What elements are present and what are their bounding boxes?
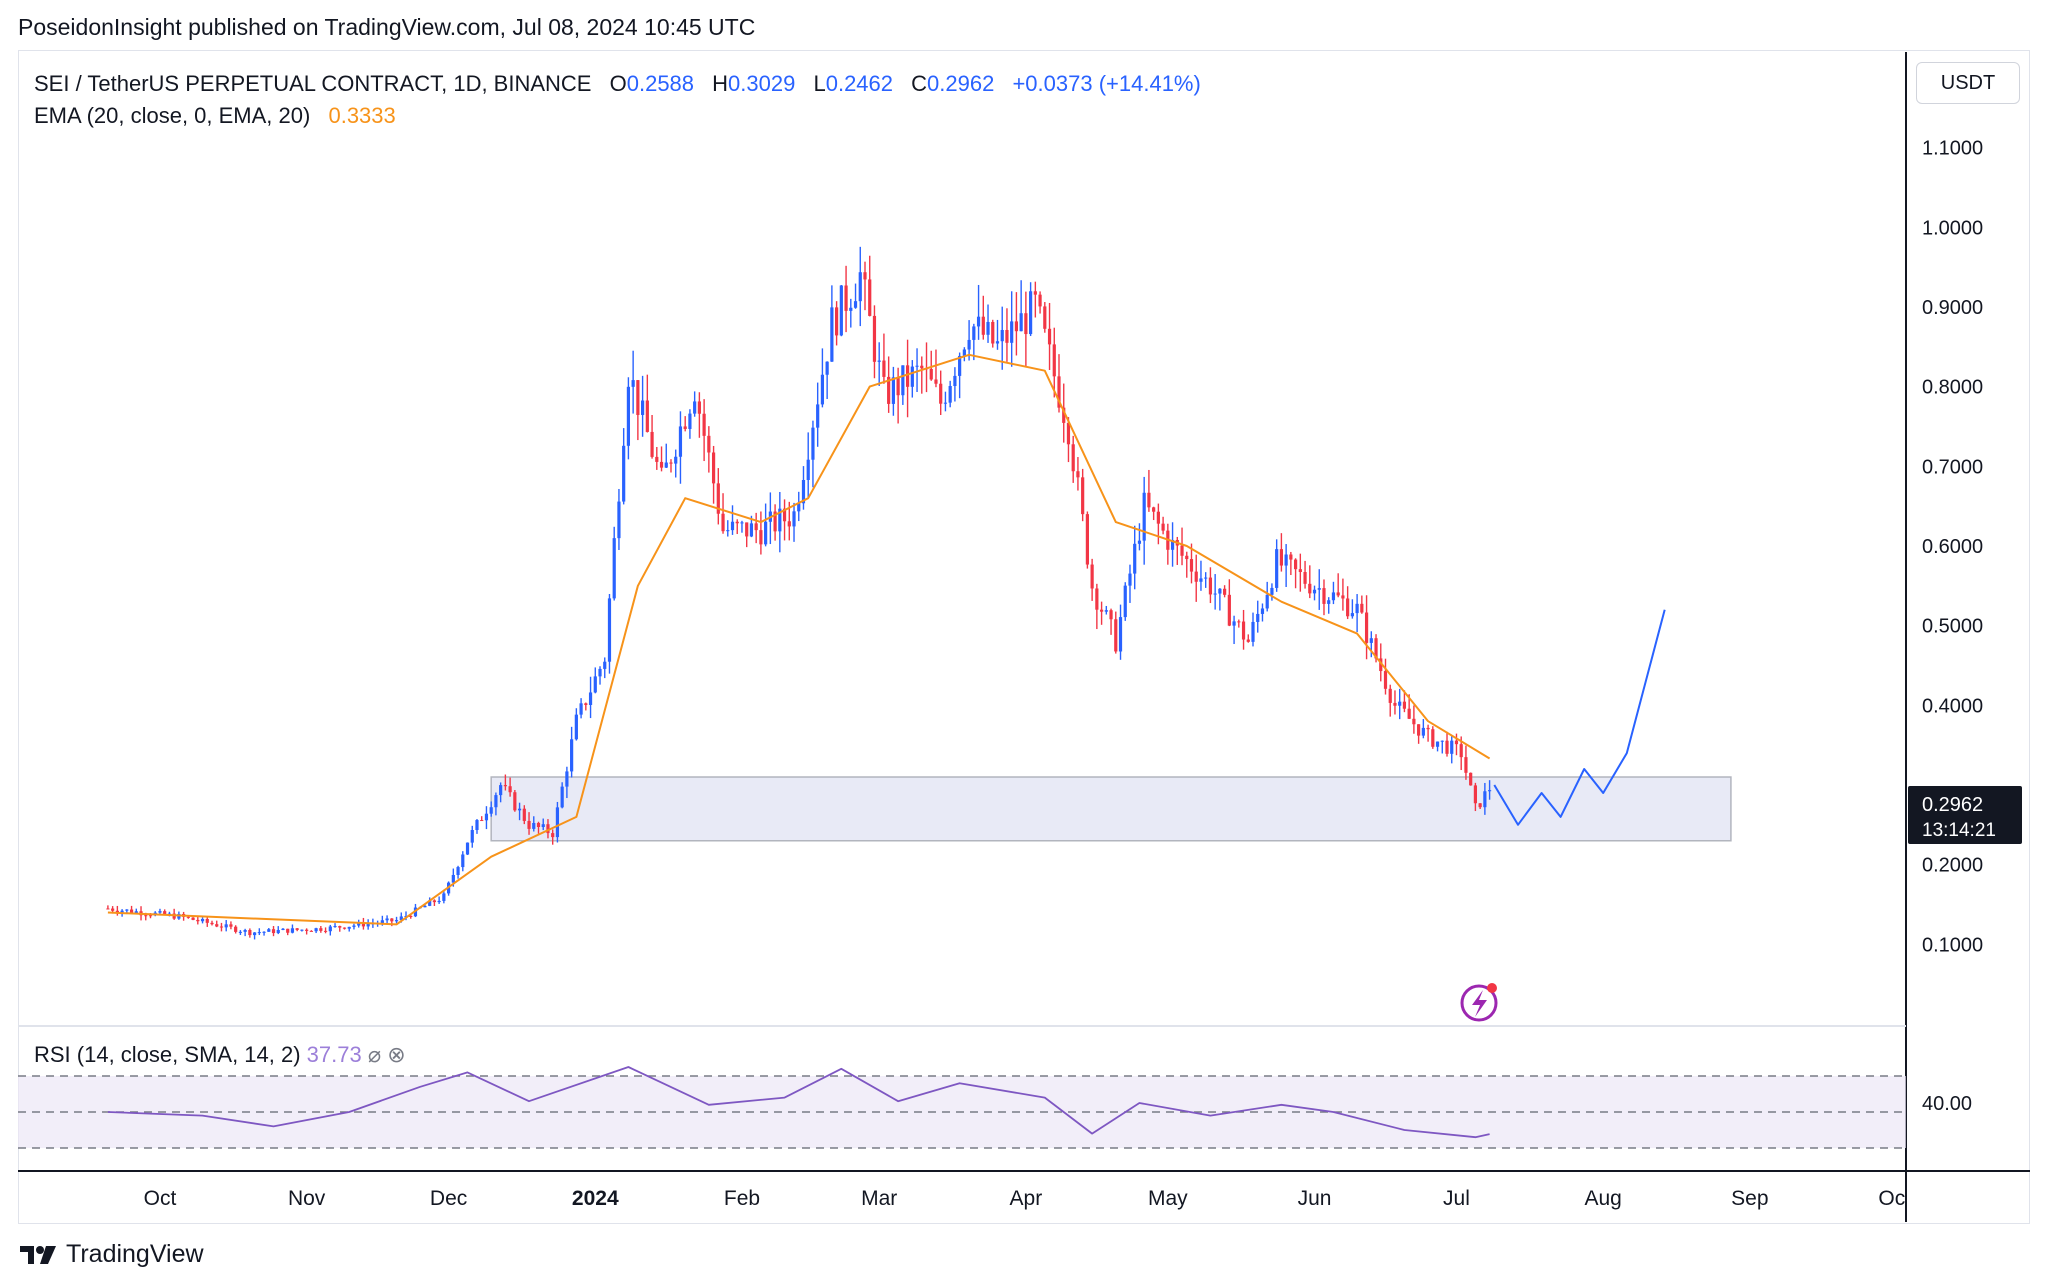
ema-label[interactable]: EMA (20, close, 0, EMA, 20) bbox=[34, 103, 311, 128]
footer-brand: TradingView bbox=[18, 1240, 204, 1269]
close-value: 0.2962 bbox=[927, 71, 995, 96]
close-label: C bbox=[911, 71, 928, 96]
chart-legend: SEI / TetherUS PERPETUAL CONTRACT, 1D, B… bbox=[34, 68, 1201, 132]
currency-unit-button[interactable]: USDT bbox=[1916, 62, 2020, 104]
high-value: 0.3029 bbox=[728, 71, 796, 96]
rsi-legend: RSI (14, close, SMA, 14, 2) 37.73 ⌀ ⊗ bbox=[34, 1042, 406, 1068]
ema-value: 0.3333 bbox=[328, 103, 396, 128]
open-label: O bbox=[609, 71, 627, 96]
change-value: +0.0373 (+14.41%) bbox=[1012, 71, 1201, 96]
symbol-name[interactable]: SEI / TetherUS PERPETUAL CONTRACT, 1D, B… bbox=[34, 71, 592, 96]
visibility-icon[interactable]: ⌀ ⊗ bbox=[367, 1042, 406, 1067]
tradingview-logo-icon bbox=[20, 1245, 56, 1264]
high-label: H bbox=[712, 71, 729, 96]
rsi-value: 37.73 bbox=[306, 1042, 362, 1067]
rsi-label[interactable]: RSI (14, close, SMA, 14, 2) bbox=[34, 1042, 301, 1067]
footer-brand-label: TradingView bbox=[66, 1240, 204, 1268]
low-value: 0.2462 bbox=[825, 71, 894, 96]
open-value: 0.2588 bbox=[626, 71, 695, 96]
chart-frame bbox=[18, 50, 2030, 1224]
publication-header: PoseidonInsight published on TradingView… bbox=[18, 14, 756, 40]
low-label: L bbox=[813, 71, 826, 96]
